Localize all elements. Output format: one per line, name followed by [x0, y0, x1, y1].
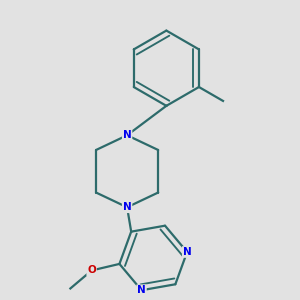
Text: O: O: [87, 266, 96, 275]
Text: N: N: [183, 247, 191, 257]
Text: N: N: [123, 202, 131, 212]
Text: N: N: [137, 285, 146, 295]
Text: N: N: [123, 130, 131, 140]
